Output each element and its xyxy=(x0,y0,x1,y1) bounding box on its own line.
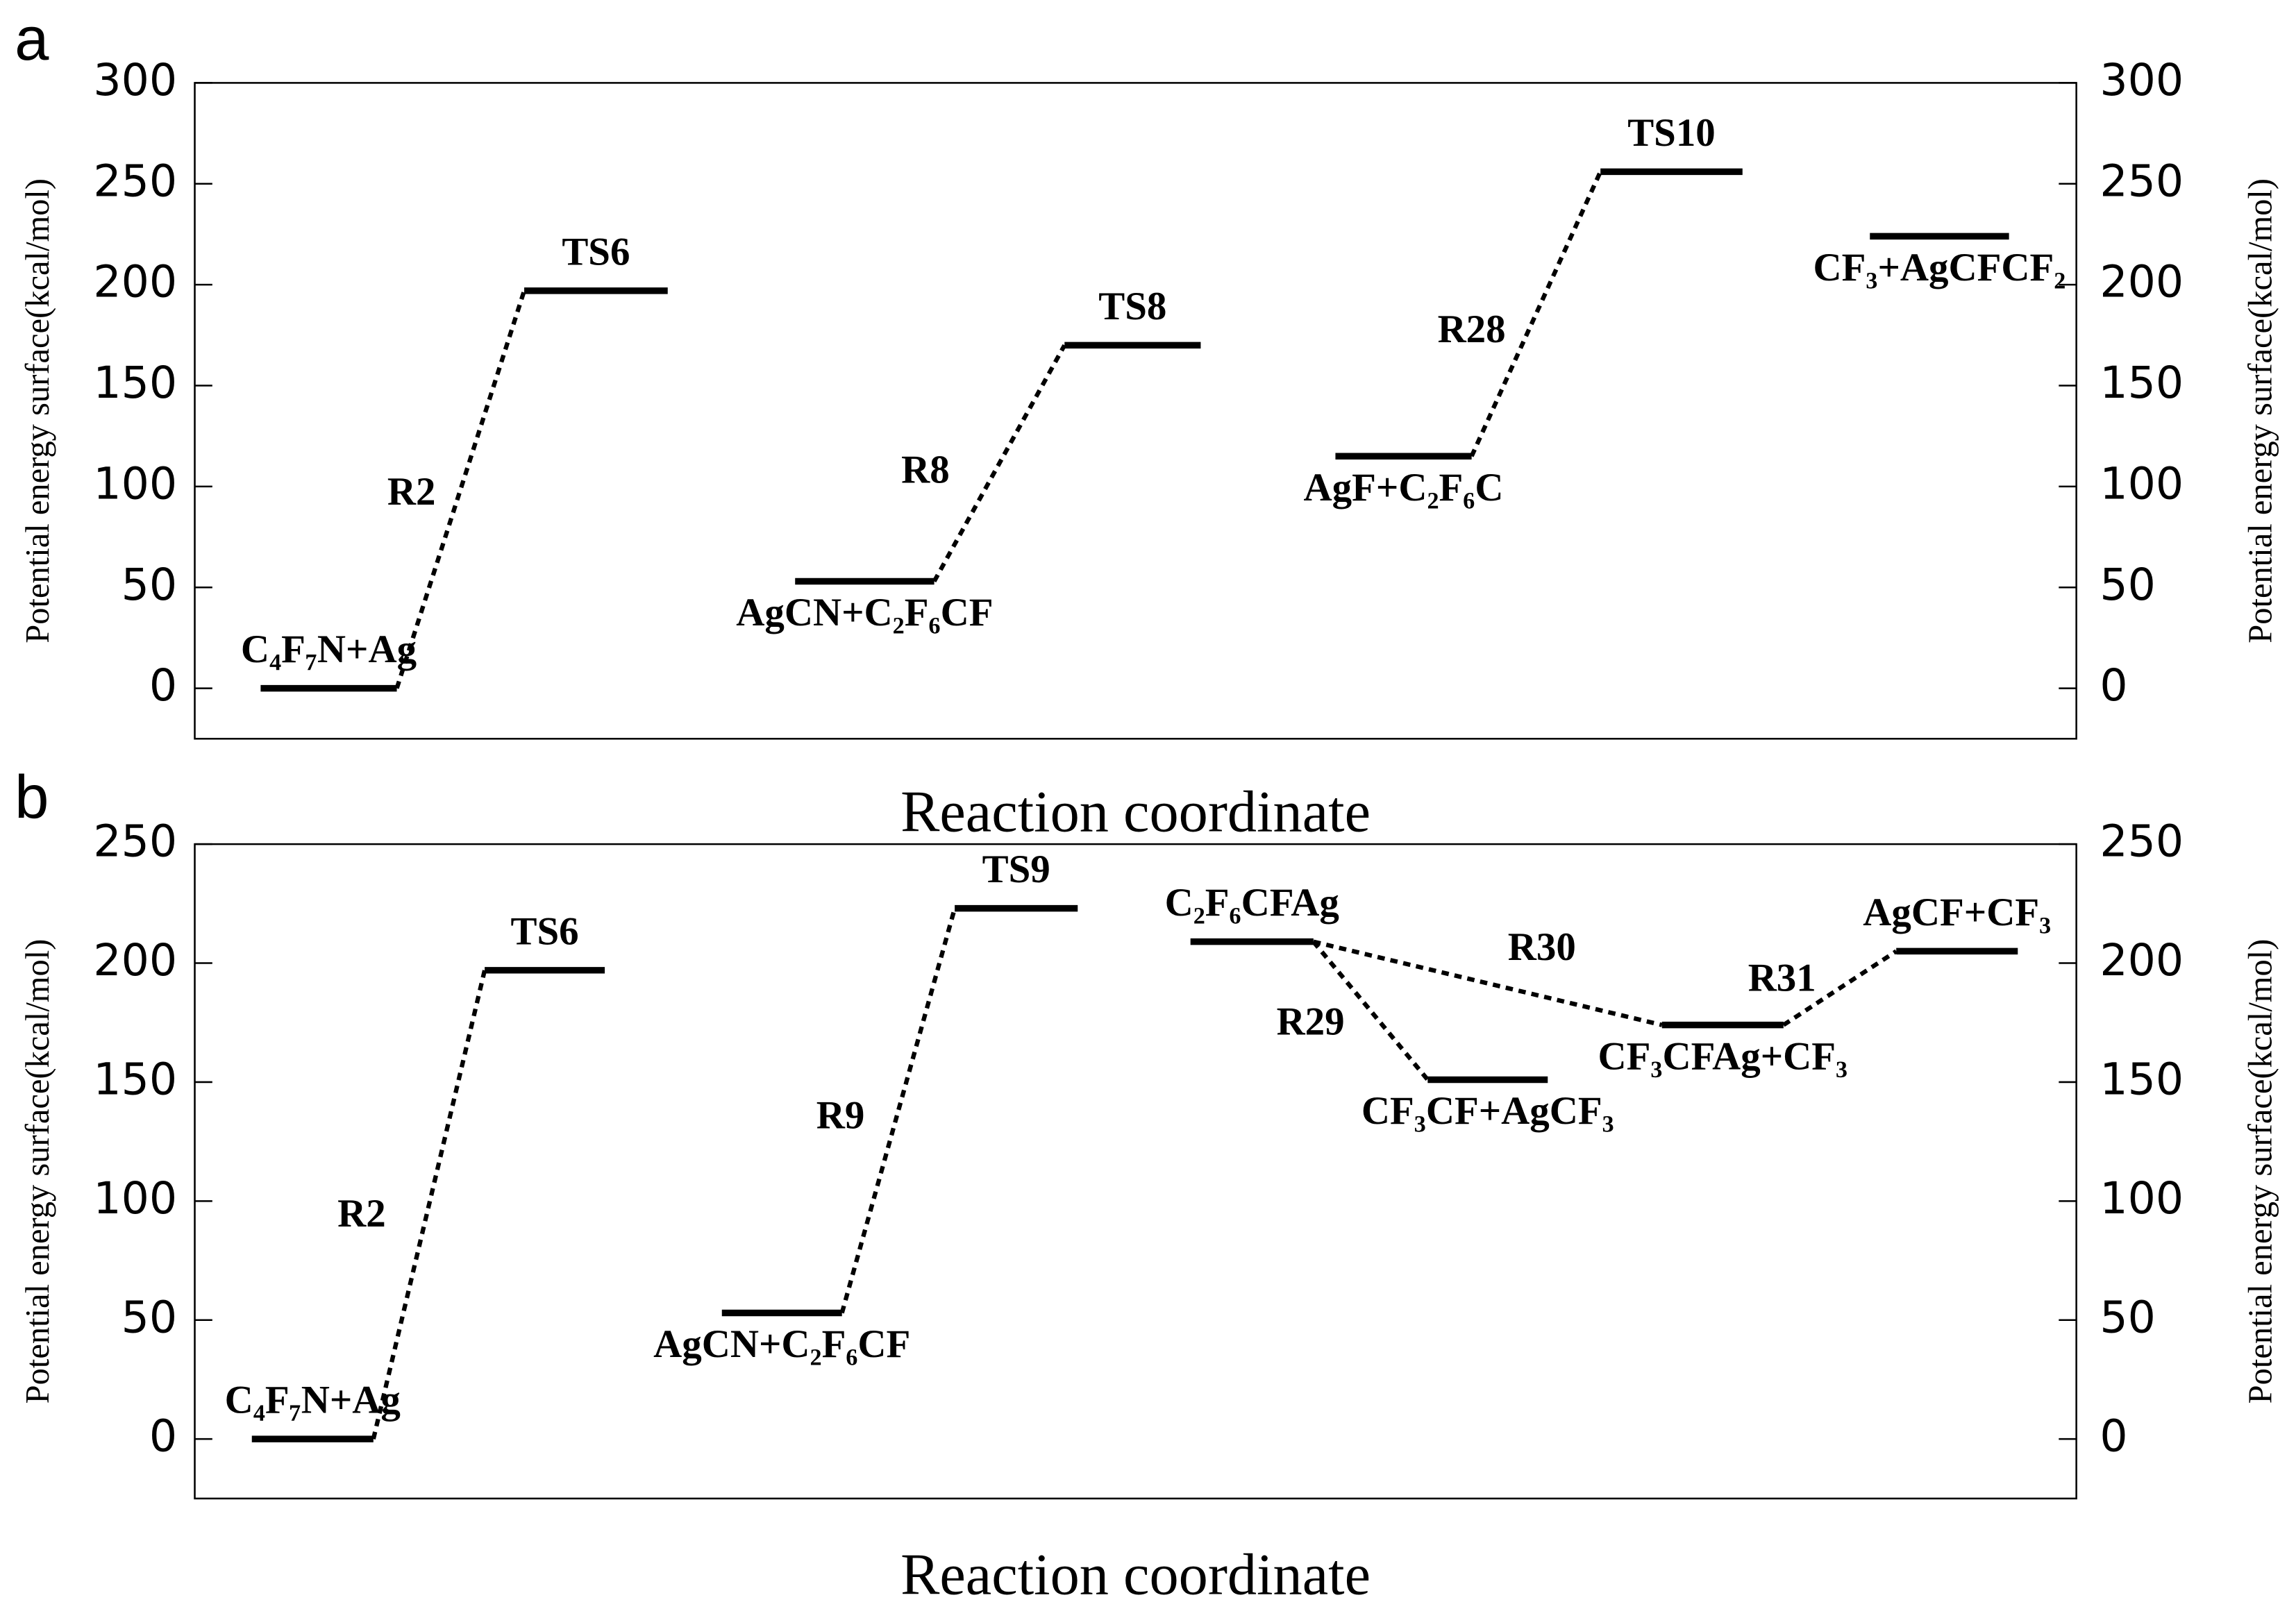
reaction-label: R2 xyxy=(387,470,436,514)
y2-tick-label: 200 xyxy=(2100,934,2184,986)
reaction-label: R2 xyxy=(337,1192,386,1236)
y2-tick-label: 0 xyxy=(2100,1410,2127,1462)
y2-tick-label: 50 xyxy=(2100,559,2156,610)
y-tick-label: 150 xyxy=(93,1053,177,1104)
reaction-label: R29 xyxy=(1277,1000,1345,1044)
y-tick-label: 0 xyxy=(149,659,177,711)
y2-tick-label: 50 xyxy=(2100,1291,2156,1342)
reaction-label: R9 xyxy=(816,1094,865,1138)
reaction-path xyxy=(1782,949,1897,1027)
panel-letter: a xyxy=(15,4,49,73)
x-axis-label: Reaction coordinate xyxy=(900,780,1371,845)
reaction-label: R28 xyxy=(1438,307,1506,351)
y2-axis-label: Potential energy surface(kcal/mol) xyxy=(2243,178,2279,643)
y2-tick-label: 300 xyxy=(2100,54,2184,106)
level-label: AgCF+CF₃ xyxy=(1863,891,2051,934)
level-label: AgF+C₂F₆C xyxy=(1304,466,1504,509)
reaction-path xyxy=(1313,939,1663,1027)
level-label: AgCN+C₂F₆CF xyxy=(653,1322,910,1366)
reaction-path xyxy=(394,289,527,689)
level-label: TS6 xyxy=(562,230,630,273)
level-label: C₂F₆CFAg xyxy=(1165,881,1339,925)
y-tick-label: 50 xyxy=(121,559,178,610)
reaction-label: R8 xyxy=(901,448,950,492)
level-label: CF₃CFAg+CF₃ xyxy=(1598,1034,1847,1078)
y-tick-label: 250 xyxy=(93,816,177,867)
y2-tick-label: 200 xyxy=(2100,256,2184,307)
level-label: C₄F₇N+Ag xyxy=(225,1379,401,1422)
level-label: TS6 xyxy=(511,909,579,953)
reaction-path xyxy=(1312,940,1430,1081)
level-label: TS9 xyxy=(982,848,1050,891)
y-tick-label: 50 xyxy=(121,1291,178,1342)
y2-tick-label: 150 xyxy=(2100,357,2184,408)
y2-tick-label: 250 xyxy=(2100,155,2184,206)
reaction-label: R30 xyxy=(1508,925,1576,969)
y2-tick-label: 150 xyxy=(2100,1053,2184,1104)
y-axis-label: Potential energy surface(kcal/mol) xyxy=(19,939,56,1404)
y-tick-label: 200 xyxy=(93,934,177,986)
y-tick-label: 300 xyxy=(93,54,177,106)
y2-tick-label: 0 xyxy=(2100,659,2127,711)
y-tick-label: 200 xyxy=(93,256,177,307)
y-tick-label: 0 xyxy=(149,1410,177,1462)
y2-tick-label: 100 xyxy=(2100,457,2184,509)
y2-tick-label: 250 xyxy=(2100,816,2184,867)
y-axis-label: Potential energy surface(kcal/mol) xyxy=(19,178,56,643)
reaction-label: R31 xyxy=(1748,956,1816,1000)
level-label: TS8 xyxy=(1098,285,1166,328)
reaction-path xyxy=(932,344,1067,583)
level-label: C₄F₇N+Ag xyxy=(241,627,417,671)
level-label: CF₃+AgCFCF₂ xyxy=(1813,246,2066,289)
y-tick-label: 100 xyxy=(93,1172,177,1224)
y2-tick-label: 100 xyxy=(2100,1172,2184,1224)
panel-letter: b xyxy=(15,762,49,831)
plot-frame xyxy=(194,843,2077,1500)
level-label: CF₃CF+AgCF₃ xyxy=(1361,1089,1614,1133)
y-tick-label: 100 xyxy=(93,457,177,509)
y-tick-label: 250 xyxy=(93,155,177,206)
reaction-path xyxy=(839,907,957,1314)
x-axis-label: Reaction coordinate xyxy=(900,1542,1371,1607)
plot-frame xyxy=(194,82,2077,740)
level-label: AgCN+C₂F₆CF xyxy=(736,591,993,634)
y2-axis-label: Potential energy surface(kcal/mol) xyxy=(2243,939,2279,1404)
level-label: TS10 xyxy=(1627,111,1716,155)
y-tick-label: 150 xyxy=(93,357,177,408)
reaction-path xyxy=(371,970,487,1440)
